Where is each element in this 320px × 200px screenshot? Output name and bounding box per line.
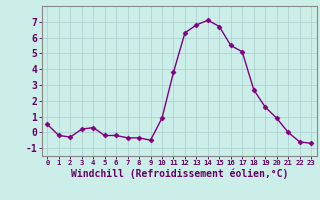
X-axis label: Windchill (Refroidissement éolien,°C): Windchill (Refroidissement éolien,°C) <box>70 169 288 179</box>
